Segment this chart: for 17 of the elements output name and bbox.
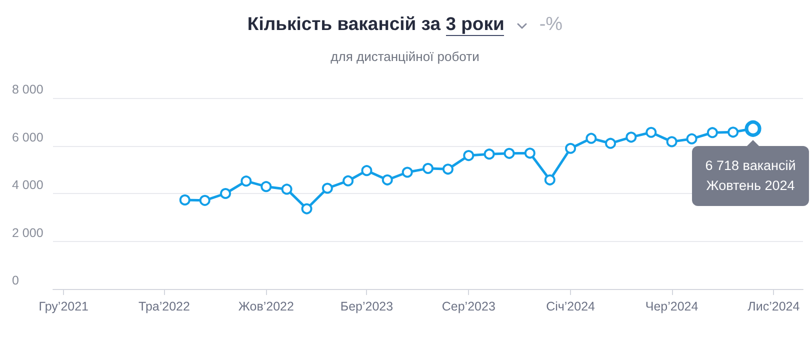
annotation: 6 718 вакансій Жовтень 2024 bbox=[692, 146, 810, 206]
chart-title: Кількість вакансій за 3 роки bbox=[247, 13, 504, 36]
x-tick-label: Жов’2022 bbox=[238, 300, 294, 314]
x-tick-label: Тра’2022 bbox=[138, 300, 190, 314]
y-tick-label: 0 bbox=[12, 274, 19, 288]
x-tick-label: Гру’2021 bbox=[38, 300, 89, 314]
x-tick-label: Сер’2023 bbox=[442, 300, 496, 314]
x-tick-label: Лис’2024 bbox=[748, 300, 800, 314]
chart-subtitle: для дистанційної роботи bbox=[330, 49, 480, 64]
y-tick-label: 4 000 bbox=[12, 178, 44, 192]
text: -% bbox=[539, 14, 563, 35]
x-tick-label: Чер’2024 bbox=[645, 300, 698, 314]
x-tick-label: Бер’2023 bbox=[340, 300, 394, 314]
y-tick-label: 8 000 bbox=[12, 82, 44, 96]
x-tick-label: Січ’2024 bbox=[546, 300, 596, 314]
y-tick-label: 2 000 bbox=[12, 226, 44, 240]
y-tick-label: 6 000 bbox=[12, 130, 44, 144]
